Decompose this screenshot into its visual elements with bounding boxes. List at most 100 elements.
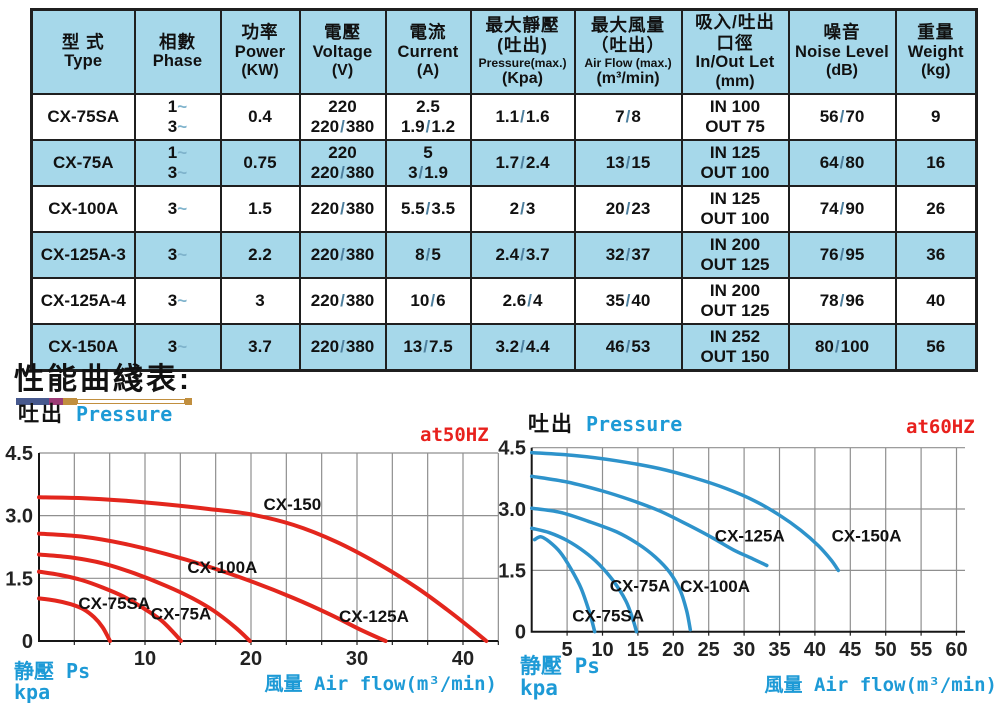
header-line: (KW) bbox=[241, 62, 279, 80]
cell-line: 3~ bbox=[167, 116, 188, 136]
cell-line: 1.1/1.6 bbox=[495, 106, 550, 126]
curve-CX-125A bbox=[37, 531, 388, 643]
header-line: In/Out Let bbox=[695, 53, 775, 72]
header-line: 最大風量 bbox=[591, 14, 665, 35]
cell-current: 2.5 1.9/1.2 bbox=[384, 92, 472, 141]
cell-line: 3 bbox=[255, 290, 265, 310]
header-line: (V) bbox=[331, 62, 354, 80]
cell-line: IN 200 bbox=[709, 234, 761, 254]
cell-power: 3.7 bbox=[219, 322, 301, 372]
x-tick-label: 15 bbox=[627, 639, 649, 661]
chart-60hz-pressure-label: 吐出 Pressure bbox=[528, 408, 682, 438]
cell-weight: 16 bbox=[894, 138, 978, 187]
cell-weight: 26 bbox=[894, 184, 978, 233]
header-line: (吐出) bbox=[497, 35, 548, 56]
x-axis-caption-50hz: 風量 Air flow(m³/min) bbox=[264, 673, 497, 695]
cell-line: 46/53 bbox=[605, 336, 651, 356]
cell-power: 1.5 bbox=[219, 184, 301, 233]
underline-segment-navy bbox=[16, 397, 49, 405]
header-power: 功率 Power (KW) bbox=[219, 8, 301, 95]
cell-inout: IN 200 OUT 125 bbox=[680, 276, 790, 325]
y-tick-label: 1.5 bbox=[5, 568, 33, 590]
cell-line: 5.5/3.5 bbox=[400, 198, 456, 218]
cell-pressure-max: 1.7/2.4 bbox=[469, 138, 576, 187]
header-line: （吐出） bbox=[591, 35, 665, 56]
curve-label-CX-100A: CX-100A bbox=[187, 558, 257, 577]
header-weight: 重量 Weight (kg) bbox=[894, 8, 978, 95]
cell-current: 10/6 bbox=[384, 276, 472, 325]
cell-airflow-max: 46/53 bbox=[573, 322, 683, 372]
header-line: Current bbox=[397, 42, 459, 61]
cell-line: OUT 150 bbox=[700, 346, 770, 366]
y-tick-label: 4.5 bbox=[5, 443, 33, 465]
cell-line: IN 125 bbox=[709, 188, 761, 208]
x-tick-label: 30 bbox=[346, 648, 368, 670]
header-line: Noise Level bbox=[795, 42, 889, 61]
cell-line: 56 bbox=[926, 336, 946, 356]
underline-segment-magenta bbox=[49, 397, 63, 405]
header-line: 噪音 bbox=[823, 22, 861, 43]
cell-noise: 76/95 bbox=[787, 230, 897, 279]
pressure-label-en: Pressure bbox=[76, 402, 173, 426]
spec-table: 型 式 Type 相數 Phase 功率 Power (KW) 電壓 Voltage (V) 電流 C… bbox=[30, 8, 978, 372]
table-row: CX-75SA 1~ 3~ 0.4 220 220/380 2.5 1.9/1.2 1.1/1.… bbox=[30, 92, 978, 141]
cell-line: 16 bbox=[926, 152, 946, 172]
cell-line: 1~ bbox=[167, 142, 188, 162]
cell-line: 0.75 bbox=[243, 152, 277, 172]
cell-inout: IN 200 OUT 125 bbox=[680, 230, 790, 279]
curve-label-CX-150A: CX-150A bbox=[832, 527, 902, 546]
frequency-label-60hz: at60HZ bbox=[906, 416, 975, 438]
chart-60hz: CX-75SA CX-75A CX-100A CX-125A CX-150A 5 10 15 2… bbox=[498, 438, 967, 661]
cell-pressure-max: 2/3 bbox=[469, 184, 576, 233]
table-row: CX-100A 3~ 1.5 220/380 5.5/3.5 2/3 20/23 IN 125… bbox=[30, 184, 978, 233]
cell-airflow-max: 13/15 bbox=[573, 138, 683, 187]
header-line: 電流 bbox=[409, 22, 447, 43]
cell-line: 40 bbox=[926, 290, 946, 310]
x-tick-label: 10 bbox=[591, 639, 613, 661]
header-inout: 吸入/吐出 口徑 In/Out Let (mm) bbox=[680, 8, 790, 95]
table-row: CX-125A-3 3~ 2.2 220/380 8/5 2.4/3.7 32/37 IN 2… bbox=[30, 230, 978, 279]
cell-line: 78/96 bbox=[819, 290, 865, 310]
pressure-label-zh: 吐出 bbox=[528, 413, 574, 436]
curve-CX-100A bbox=[529, 506, 693, 632]
cell-noise: 56/70 bbox=[787, 92, 897, 141]
header-line: 型 式 bbox=[61, 31, 105, 52]
cell-phase: 1~ 3~ bbox=[133, 138, 222, 187]
cell-noise: 78/96 bbox=[787, 276, 897, 325]
header-line: (mm) bbox=[715, 72, 755, 90]
cell-line: IN 200 bbox=[709, 280, 761, 300]
pressure-label-zh: 吐出 bbox=[18, 403, 64, 426]
y-axis-caption-50hz-line2: kpa bbox=[14, 680, 51, 704]
curve-label-CX-125A: CX-125A bbox=[715, 527, 785, 546]
underline-rule bbox=[77, 398, 185, 404]
cell-current: 8/5 bbox=[384, 230, 472, 279]
cell-power: 3 bbox=[219, 276, 301, 325]
cell-inout: IN 100 OUT 75 bbox=[680, 92, 790, 141]
cell-line: 8/5 bbox=[415, 244, 441, 264]
cell-line: 13/7.5 bbox=[403, 336, 453, 356]
cell-line: 2/3 bbox=[509, 198, 536, 218]
x-tick-label: 45 bbox=[839, 639, 861, 661]
cell-line: 3~ bbox=[167, 290, 188, 310]
cell-line: 3.7 bbox=[248, 336, 272, 356]
cell-line: 1.7/2.4 bbox=[495, 152, 550, 172]
cell-line: 80/100 bbox=[814, 336, 870, 356]
x-tick-label: 10 bbox=[134, 648, 156, 670]
cell-phase: 3~ bbox=[133, 322, 222, 372]
cell-phase: 3~ bbox=[133, 276, 222, 325]
cell-line: 35/40 bbox=[605, 290, 651, 310]
cell-type: CX-75A bbox=[30, 138, 136, 187]
cell-noise: 74/90 bbox=[787, 184, 897, 233]
cell-line: 13/15 bbox=[605, 152, 651, 172]
chart-50hz-pressure-label: 吐出 Pressure bbox=[18, 398, 172, 428]
cell-pressure-max: 3.2/4.4 bbox=[469, 322, 576, 372]
cell-line: 10/6 bbox=[410, 290, 446, 310]
cell-phase: 3~ bbox=[133, 184, 222, 233]
cell-voltage: 220 220/380 bbox=[298, 138, 387, 187]
cell-current: 13/7.5 bbox=[384, 322, 472, 372]
cell-line: 2.4/3.7 bbox=[495, 244, 550, 264]
header-line: (dB) bbox=[826, 62, 858, 80]
cell-line: 1.5 bbox=[248, 198, 272, 218]
cell-line: 220/380 bbox=[310, 336, 375, 356]
cell-inout: IN 252 OUT 150 bbox=[680, 322, 790, 372]
